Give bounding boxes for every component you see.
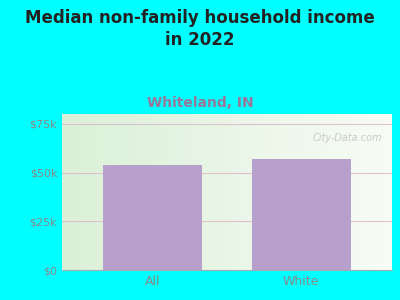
Text: Median non-family household income
in 2022: Median non-family household income in 20… bbox=[25, 9, 375, 49]
Bar bbox=[252, 159, 351, 270]
Text: Whiteland, IN: Whiteland, IN bbox=[147, 96, 253, 110]
Text: City-Data.com: City-Data.com bbox=[312, 133, 382, 143]
Bar bbox=[103, 165, 202, 270]
